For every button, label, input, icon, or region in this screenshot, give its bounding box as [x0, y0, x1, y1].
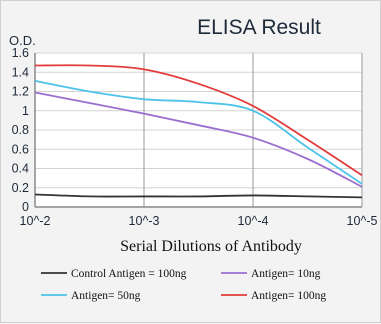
y-tick-label: 1.6 [12, 46, 29, 60]
legend-label: Antigen= 100ng [251, 290, 326, 302]
axes: 0 0.2 0.4 0.6 0.8 1 1.2 1.4 1.6 10^-2 10^-3 10^-4 10… [12, 46, 378, 228]
x-tick-label: 10^-3 [129, 214, 160, 228]
legend-label: Antigen= 10ng [251, 268, 321, 280]
x-axis-label: Serial Dilutions of Antibody [120, 238, 302, 255]
y-tick-label: 0.4 [12, 162, 29, 176]
y-axis-label: O.D. [9, 33, 36, 48]
y-tick-label: 0.2 [12, 181, 29, 195]
y-tick-label: 0 [22, 200, 29, 214]
y-tick-label: 1.2 [12, 85, 29, 99]
series-line-control-antigen-100ng [34, 193, 363, 199]
legend: Control Antigen = 100ng Antigen= 10ng Anti… [41, 268, 326, 302]
y-tick-label: 1.4 [12, 65, 29, 79]
x-tick-label: 10^-5 [347, 214, 378, 228]
series-group [34, 64, 363, 199]
x-tick-label: 10^-4 [238, 214, 269, 228]
grid [35, 52, 363, 207]
y-tick-label: 0.8 [12, 123, 29, 137]
y-tick-label: 1 [22, 104, 29, 118]
legend-label: Antigen= 50ng [71, 290, 141, 302]
chart-title: ELISA Result [197, 16, 321, 39]
legend-label: Control Antigen = 100ng [71, 268, 187, 280]
series-line-antigen-50ng [34, 80, 363, 185]
x-tick-label: 10^-2 [20, 214, 51, 228]
y-tick-label: 0.6 [12, 142, 29, 156]
series-line-antigen-100ng [34, 64, 363, 176]
series-line-antigen-10ng [34, 91, 363, 188]
